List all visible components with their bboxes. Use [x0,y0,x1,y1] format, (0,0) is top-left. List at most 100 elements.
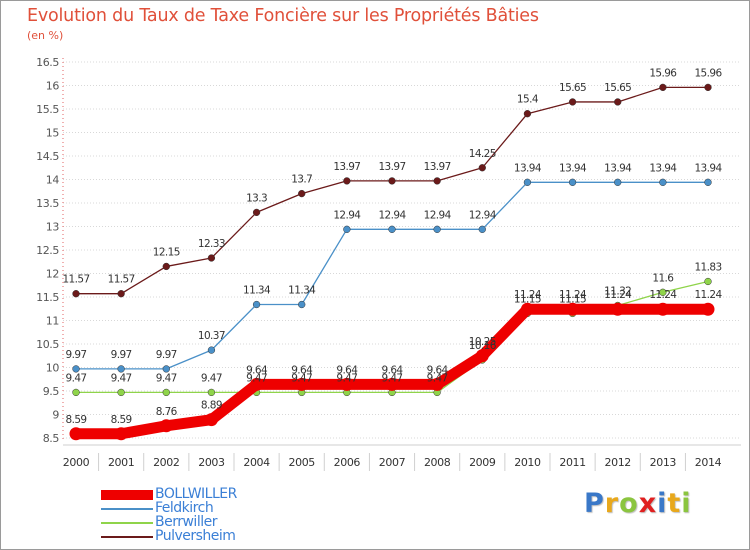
data-label-pulversheim: 14.25 [469,148,496,160]
x-tick-label: 2004 [243,456,270,469]
x-tick-label: 2007 [379,456,406,469]
data-point-bollwiller [520,302,534,316]
data-point-berrwiller [72,388,80,397]
data-point-bollwiller [701,302,715,316]
data-point-feldkirch [162,365,170,373]
x-tick-label: 2013 [650,456,677,469]
data-point-feldkirch [252,300,261,309]
x-tick-label: 2005 [289,456,316,469]
data-point-feldkirch [704,178,712,186]
data-point-bollwiller [611,302,625,316]
x-tick-label: 2012 [605,456,631,469]
data-label-pulversheim: 15.96 [649,67,677,79]
data-point-pulversheim [162,262,170,271]
data-point-berrwiller [704,277,712,286]
data-label-berrwiller: 9.47 [156,372,177,384]
data-label-berrwiller: 9.47 [201,372,222,384]
x-tick-label: 2003 [198,456,225,469]
data-label-berrwiller: 9.47 [427,372,448,384]
y-tick-label: 9.5 [43,385,60,398]
data-point-feldkirch [343,225,351,233]
data-point-bollwiller [114,427,128,441]
data-label-bollwiller: 8.89 [201,400,222,412]
y-tick-label: 10 [46,362,60,375]
data-label-pulversheim: 13.97 [424,161,451,173]
legend-label-feldkirch: Feldkirch [155,500,214,516]
logo-letter: P [584,488,605,519]
data-point-pulversheim [388,177,396,185]
data-label-berrwiller: 9.47 [111,372,132,384]
data-point-feldkirch [523,178,532,186]
y-tick-label: 16 [46,80,60,93]
data-label-bollwiller: 8.59 [111,414,132,426]
x-tick-label: 2011 [559,456,585,469]
data-point-bollwiller [566,302,580,316]
data-point-feldkirch [117,365,125,373]
y-tick-label: 9 [52,409,59,422]
data-label-bollwiller: 8.59 [66,414,87,426]
x-tick-label: 2002 [153,456,179,469]
y-tick-label: 12 [46,268,59,281]
chart-unit-label: (en %) [27,29,64,42]
data-label-feldkirch: 13.94 [694,162,722,174]
legend-swatch-pulversheim [101,536,153,538]
data-point-pulversheim [343,177,351,185]
data-label-berrwiller: 9.47 [336,372,357,384]
data-point-pulversheim [478,164,486,172]
logo-letter: r [604,488,620,519]
data-label-pulversheim: 13.97 [333,161,360,173]
data-label-bollwiller: 11.24 [694,289,722,301]
data-point-feldkirch [433,225,441,233]
data-label-feldkirch: 9.97 [66,349,87,361]
data-label-bollwiller: 11.24 [649,289,677,301]
y-tick-label: 14 [46,174,60,187]
data-label-bollwiller: 11.24 [604,289,632,301]
data-point-pulversheim [433,177,441,185]
legend-swatch-berrwiller [101,522,153,524]
proxiti-logo: Proxiti [584,488,692,519]
data-point-pulversheim [523,110,532,118]
data-label-feldkirch: 12.94 [378,209,406,221]
data-point-feldkirch [207,346,216,354]
data-point-feldkirch [614,178,622,186]
data-label-feldkirch: 10.37 [198,330,225,342]
data-point-berrwiller [162,388,170,397]
data-point-feldkirch [388,225,396,233]
data-label-bollwiller: 8.76 [156,406,178,418]
legend-label-pulversheim: Pulversheim [155,528,236,544]
data-label-berrwiller: 11.32 [604,285,631,297]
y-tick-label: 14.5 [36,150,59,163]
data-point-bollwiller [656,302,670,316]
data-point-feldkirch [568,178,577,186]
data-label-pulversheim: 13.3 [246,192,267,204]
data-label-pulversheim: 11.57 [62,274,89,286]
x-tick-label: 2014 [695,456,722,469]
data-point-feldkirch [72,365,80,373]
data-label-bollwiller: 9.64 [291,364,313,376]
data-point-pulversheim [568,98,577,106]
data-point-bollwiller [430,377,444,391]
y-tick-label: 11 [46,315,59,328]
data-point-bollwiller [69,427,83,441]
data-label-pulversheim: 15.4 [517,94,539,106]
logo-letter: x [638,488,658,519]
data-point-pulversheim [614,98,622,106]
data-point-bollwiller [385,377,399,391]
y-tick-label: 13.5 [36,197,59,210]
data-point-bollwiller [250,377,264,391]
data-point-berrwiller [207,388,216,397]
legend-label-berrwiller: Berrwiller [155,514,217,530]
data-label-bollwiller: 9.64 [246,364,268,376]
y-tick-label: 15.5 [36,103,59,116]
data-point-bollwiller [295,377,309,391]
x-tick-label: 2008 [424,456,451,469]
x-tick-label: 2000 [63,456,90,469]
data-label-pulversheim: 12.33 [198,238,225,250]
x-tick-label: 2006 [334,456,361,469]
data-point-bollwiller [159,419,173,433]
data-point-pulversheim [207,254,216,262]
data-label-feldkirch: 9.97 [156,349,177,361]
data-point-pulversheim [298,189,306,198]
legend-swatch-feldkirch [101,508,153,510]
